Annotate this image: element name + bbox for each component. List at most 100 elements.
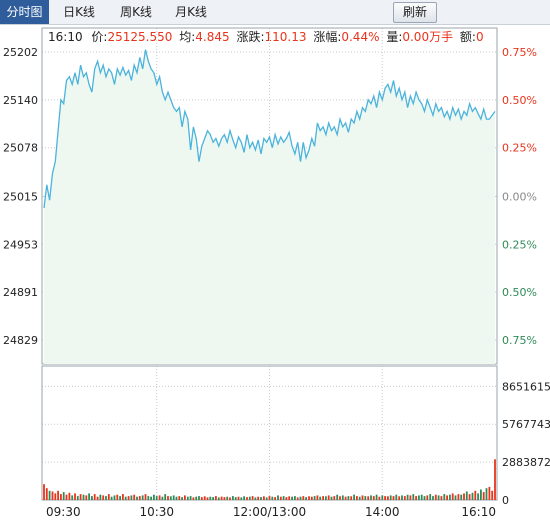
volume-bar xyxy=(333,496,336,500)
volume-bar xyxy=(327,495,330,500)
volume-bar xyxy=(443,494,446,500)
volume-bar xyxy=(82,494,85,500)
volume-bar xyxy=(274,497,276,500)
volume-bar xyxy=(91,496,93,500)
volume-bar xyxy=(237,496,240,500)
volume-bar xyxy=(200,497,203,500)
refresh-button[interactable]: 刷新 xyxy=(393,2,437,23)
price-area-fill xyxy=(44,49,495,364)
volume-bar xyxy=(353,494,355,500)
info-amount: 0 xyxy=(476,30,484,44)
volume-bar xyxy=(60,494,62,500)
info-avg-label: 均: xyxy=(179,30,195,44)
volume-right-axis: 8651615 5767743 2883872 0 xyxy=(502,380,550,507)
volume-bar xyxy=(488,486,491,500)
volume-bar xyxy=(85,495,88,500)
info-change-label: 涨跌: xyxy=(236,29,264,44)
volume-bar xyxy=(243,496,245,500)
volume-right-tick: 8651615 xyxy=(502,380,550,393)
volume-bar xyxy=(434,494,437,500)
volume-bar xyxy=(71,495,74,500)
volume-bar xyxy=(226,496,229,500)
volume-bar xyxy=(54,493,57,500)
volume-bar xyxy=(153,494,155,500)
volume-bar xyxy=(341,495,344,500)
time-tick: 09:30 xyxy=(46,505,81,519)
volume-bar xyxy=(285,497,288,500)
volume-bar xyxy=(107,494,110,500)
volume-bar xyxy=(189,496,192,500)
volume-bar xyxy=(167,496,169,500)
price-left-tick: 24829 xyxy=(3,334,38,347)
price-left-tick: 24891 xyxy=(3,286,38,299)
period-tab-bar: 分时图 日K线 周K线 月K线 刷新 xyxy=(0,0,550,25)
volume-bar xyxy=(474,490,477,500)
volume-bar xyxy=(198,496,200,500)
volume-bar xyxy=(288,496,291,500)
info-change: 110.13 xyxy=(264,30,306,44)
volume-bar xyxy=(446,495,448,500)
price-left-tick: 25202 xyxy=(3,46,38,59)
price-left-tick: 25140 xyxy=(3,94,38,107)
volume-bar xyxy=(93,494,96,500)
volume-bar xyxy=(364,496,367,500)
volume-bar xyxy=(420,494,423,500)
volume-bar xyxy=(392,496,395,500)
volume-bar xyxy=(310,496,313,500)
volume-bar xyxy=(485,488,488,500)
volume-bar xyxy=(155,496,158,500)
price-right-axis: 0.75% 0.50% 0.25% 0.00% 0.25% 0.50% 0.75% xyxy=(502,46,537,347)
volume-bar xyxy=(113,495,116,500)
volume-bar xyxy=(138,496,141,500)
volume-bar xyxy=(367,496,370,500)
volume-bar xyxy=(127,496,130,500)
volume-bar xyxy=(477,493,479,500)
volume-bar xyxy=(43,484,45,500)
volume-bar xyxy=(468,494,471,500)
volume-bar xyxy=(186,496,189,500)
volume-bar xyxy=(130,495,133,500)
price-right-tick: 0.50% xyxy=(502,94,537,107)
volume-bar xyxy=(395,494,398,500)
volume-bar xyxy=(460,494,463,500)
volume-bar xyxy=(184,495,186,500)
volume-bar xyxy=(409,495,412,500)
volume-bar xyxy=(361,495,364,500)
tab-weekly-k[interactable]: 周K线 xyxy=(120,5,152,19)
volume-bar xyxy=(389,495,392,500)
volume-bar xyxy=(172,495,175,500)
volume-bar xyxy=(260,497,262,500)
volume-bar xyxy=(294,496,296,500)
volume-bar xyxy=(440,496,443,500)
volume-bar xyxy=(150,496,152,500)
volume-bar xyxy=(302,496,305,500)
volume-bar xyxy=(254,497,257,500)
volume-bars xyxy=(43,459,496,500)
volume-bar xyxy=(296,497,299,500)
volume-bar xyxy=(232,496,234,500)
time-axis: 09:30 10:30 12:00/13:00 14:00 16:10 xyxy=(46,505,496,519)
time-tick: 14:00 xyxy=(365,505,400,519)
volume-bar xyxy=(319,496,322,500)
volume-bar xyxy=(480,489,482,500)
tab-time-sharing[interactable]: 分时图 xyxy=(0,0,49,24)
volume-bar xyxy=(313,496,316,500)
tab-daily-k[interactable]: 日K线 xyxy=(63,5,95,19)
volume-bar xyxy=(344,496,347,500)
volume-bar xyxy=(451,493,454,500)
price-left-tick: 24953 xyxy=(3,238,38,251)
volume-bar xyxy=(133,494,136,500)
price-left-tick: 25015 xyxy=(3,190,38,203)
tab-monthly-k[interactable]: 月K线 xyxy=(175,5,207,19)
volume-bar xyxy=(429,494,432,500)
volume-bar xyxy=(370,495,372,500)
volume-bar xyxy=(240,497,243,500)
volume-bar xyxy=(412,494,415,500)
info-pct-label: 涨幅: xyxy=(313,29,341,44)
volume-bar xyxy=(378,496,381,500)
volume-bar xyxy=(271,496,274,500)
volume-bar xyxy=(403,496,406,500)
volume-bar xyxy=(209,496,212,500)
volume-bar xyxy=(169,496,172,500)
volume-bar xyxy=(305,497,307,500)
